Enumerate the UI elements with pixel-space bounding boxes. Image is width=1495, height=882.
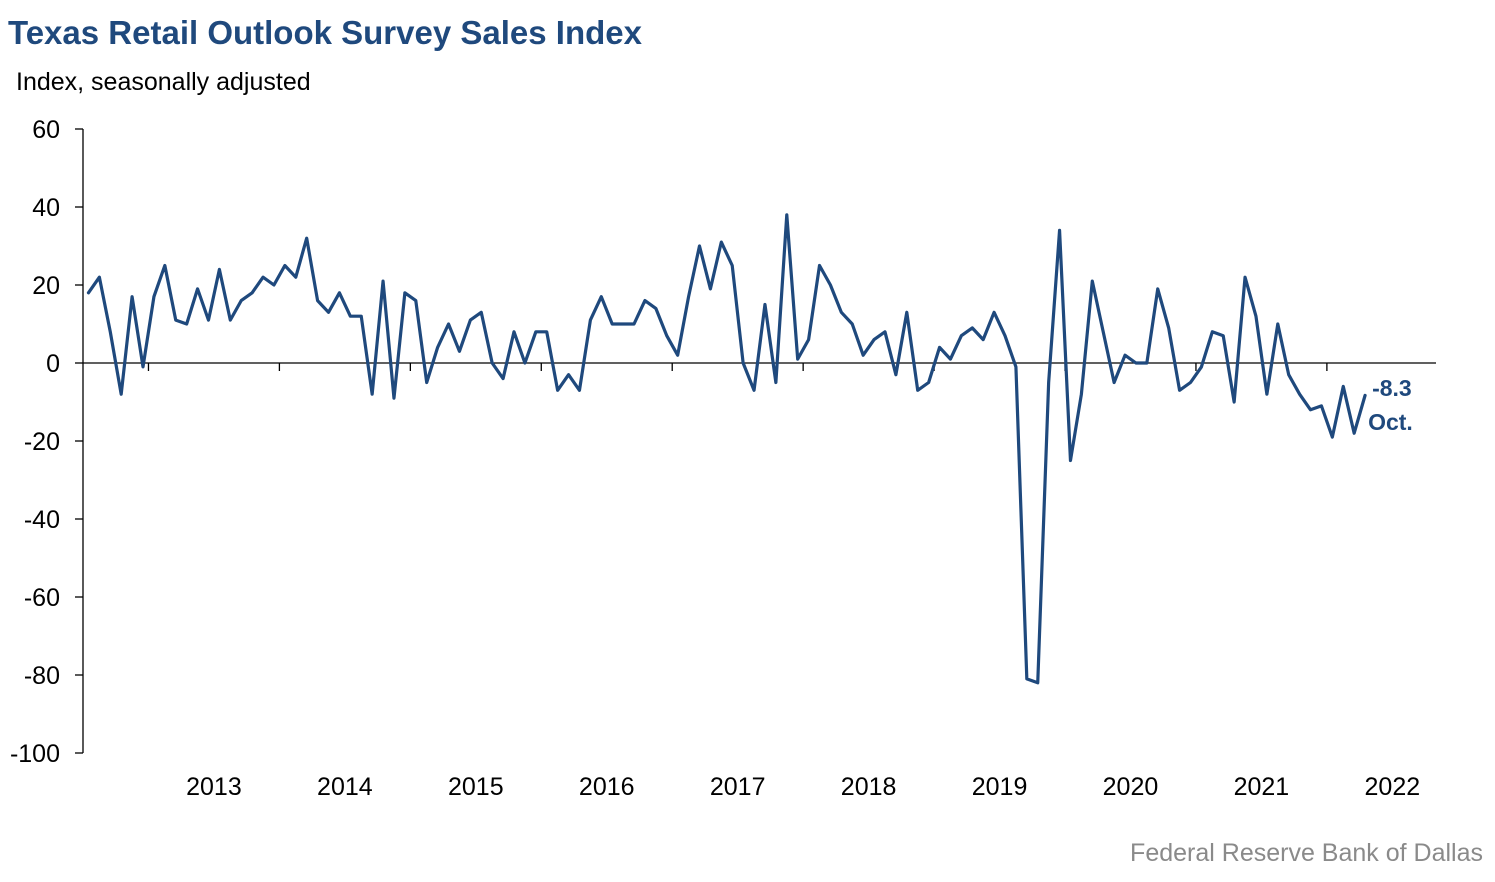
y-tick-label: 40	[32, 194, 60, 222]
end-month-label: Oct.	[1368, 409, 1413, 435]
chart-subtitle: Index, seasonally adjusted	[16, 68, 311, 96]
end-value-label: -8.3	[1372, 375, 1412, 401]
x-tick-label: 2014	[317, 773, 373, 801]
x-tick-label: 2020	[1103, 773, 1159, 801]
x-tick-label: 2016	[579, 773, 635, 801]
x-tick-label: 2015	[448, 773, 504, 801]
y-tick-label: 20	[32, 272, 60, 300]
sales-index-line	[86, 213, 1367, 685]
y-tick-label: -60	[24, 584, 60, 612]
source-note: Federal Reserve Bank of Dallas	[1130, 839, 1483, 867]
x-tick-label: 2013	[186, 773, 242, 801]
x-tick-label: 2022	[1365, 773, 1421, 801]
x-tick-label: 2017	[710, 773, 766, 801]
y-tick-label: -80	[24, 662, 60, 690]
x-tick-label: 2018	[841, 773, 897, 801]
y-tick-label: 60	[32, 116, 60, 144]
y-tick-label: -100	[10, 740, 60, 768]
x-tick-label: 2021	[1234, 773, 1290, 801]
y-tick-label: 0	[46, 350, 60, 378]
x-tick-label: 2019	[972, 773, 1028, 801]
chart-title: Texas Retail Outlook Survey Sales Index	[8, 14, 642, 51]
y-tick-label: -20	[24, 428, 60, 456]
y-tick-label: -40	[24, 506, 60, 534]
